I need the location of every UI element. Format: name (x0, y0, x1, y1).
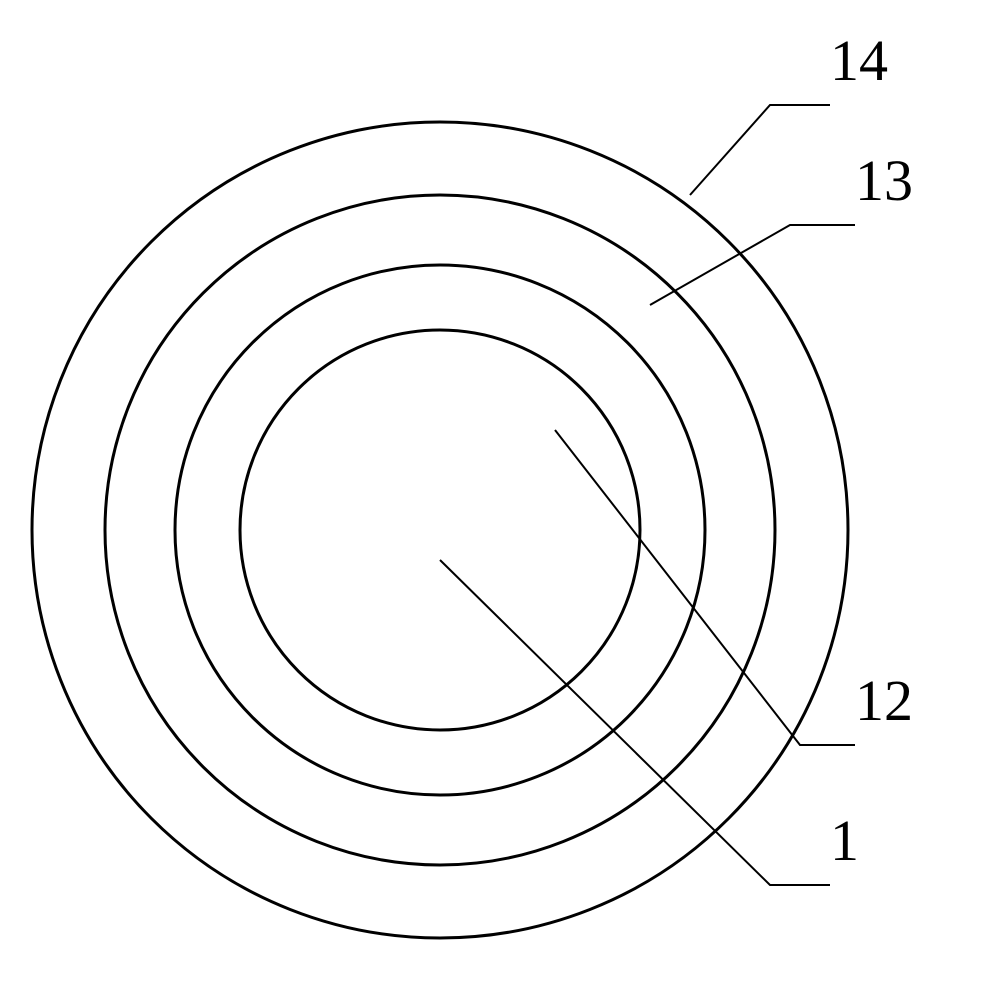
leader-line-lbl_14 (690, 105, 830, 195)
callout-label-lbl_12: 12 (855, 668, 913, 733)
callout-label-lbl_1: 1 (830, 808, 859, 873)
concentric-circles (32, 122, 848, 938)
circle-c_ring13 (175, 265, 705, 795)
callout-label-lbl_13: 13 (855, 148, 913, 213)
leader-lines (440, 105, 855, 885)
circle-c_ring14 (105, 195, 775, 865)
circle-c_outer (32, 122, 848, 938)
cross-section-diagram: 14 13 12 1 (0, 0, 987, 1000)
circle-c_ring12 (240, 330, 640, 730)
callout-labels: 14 13 12 1 (830, 28, 913, 873)
leader-line-lbl_13 (650, 225, 855, 305)
callout-label-lbl_14: 14 (830, 28, 888, 93)
leader-line-lbl_12 (555, 430, 855, 745)
